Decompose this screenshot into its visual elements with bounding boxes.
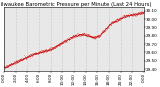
- Title: Milwaukee Barometric Pressure per Minute (Last 24 Hours): Milwaukee Barometric Pressure per Minute…: [0, 2, 152, 7]
